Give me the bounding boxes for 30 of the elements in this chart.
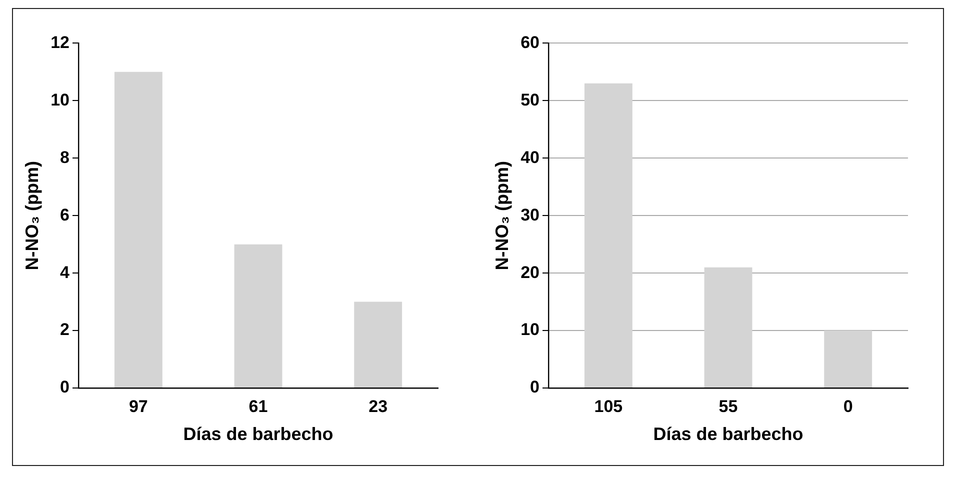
y-tick-label: 10 xyxy=(520,320,540,340)
x-tick-label: 97 xyxy=(128,396,148,416)
y-tick-label: 4 xyxy=(60,262,70,282)
x-axis-title: Días de barbecho xyxy=(653,424,804,444)
x-tick-label: 61 xyxy=(248,396,268,416)
x-tick-label: 105 xyxy=(594,396,623,416)
x-tick-label: 0 xyxy=(843,396,853,416)
y-tick-label: 20 xyxy=(520,262,540,282)
y-tick-label: 30 xyxy=(520,205,540,224)
bar xyxy=(114,72,162,388)
y-tick-label: 60 xyxy=(520,32,540,52)
bar xyxy=(704,267,752,388)
y-tick-label: 12 xyxy=(50,32,70,52)
y-tick-label: 0 xyxy=(530,378,540,397)
y-tick-label: 2 xyxy=(60,320,70,340)
x-tick-label: 23 xyxy=(368,396,388,416)
bar xyxy=(584,83,632,388)
x-axis-title: Días de barbecho xyxy=(183,424,334,444)
y-tick-label: 40 xyxy=(520,148,540,167)
y-tick-label: 10 xyxy=(50,90,70,110)
bar xyxy=(234,244,282,388)
y-axis-title: N-NO₃ (ppm) xyxy=(22,160,42,270)
y-tick-label: 50 xyxy=(520,90,540,110)
bar xyxy=(824,330,872,388)
y-tick-label: 8 xyxy=(60,148,70,167)
y-tick-label: 0 xyxy=(60,378,70,397)
x-tick-label: 55 xyxy=(718,396,738,416)
bar xyxy=(354,302,402,388)
y-tick-label: 6 xyxy=(60,205,70,224)
y-axis-title: N-NO₃ (ppm) xyxy=(492,160,512,270)
